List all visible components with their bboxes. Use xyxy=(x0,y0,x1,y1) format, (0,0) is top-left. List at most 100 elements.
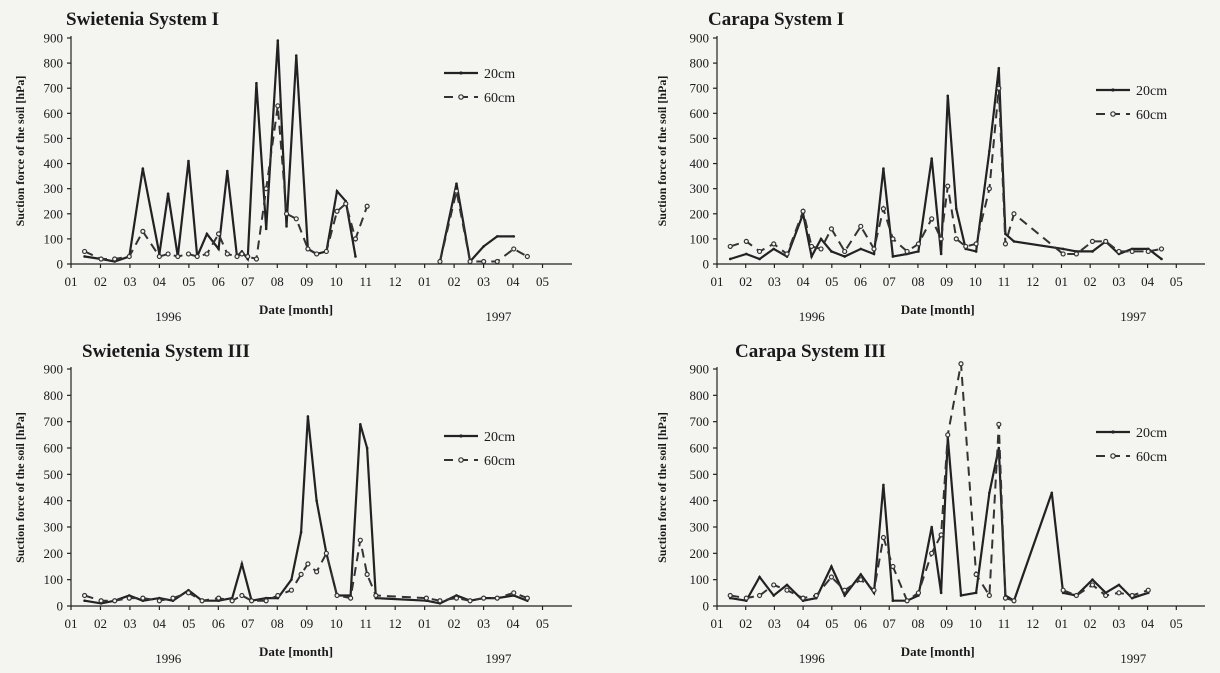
series-line-60cm xyxy=(729,88,1162,256)
x-tick-label: 10 xyxy=(330,274,343,289)
x-tick-label: 07 xyxy=(241,616,255,631)
data-point-60cm xyxy=(1002,595,1009,601)
data-point-60cm xyxy=(996,85,1002,91)
data-point-60cm xyxy=(1060,587,1066,593)
y-tick-label: 300 xyxy=(44,181,64,196)
data-point-20cm xyxy=(285,225,288,228)
data-point-20cm xyxy=(495,235,499,238)
data-point-60cm xyxy=(1011,598,1017,604)
data-point-20cm xyxy=(1004,232,1007,236)
x-tick-label: 02 xyxy=(94,274,107,289)
y-tick-label: 600 xyxy=(44,441,64,456)
data-point-60cm xyxy=(437,598,443,604)
legend-label-20cm: 20cm xyxy=(484,67,515,82)
y-tick-label: 0 xyxy=(703,599,710,614)
x-tick-label: 06 xyxy=(854,616,868,631)
data-point-60cm xyxy=(915,241,922,247)
data-point-60cm xyxy=(234,253,240,260)
y-tick-label: 400 xyxy=(690,156,710,171)
data-point-60cm xyxy=(423,595,429,601)
data-point-20cm xyxy=(1061,247,1065,251)
y-tick-label: 300 xyxy=(690,520,710,535)
data-point-20cm xyxy=(294,54,298,57)
data-point-60cm xyxy=(727,592,733,599)
x-tick-label: 01 xyxy=(711,274,724,289)
data-point-60cm xyxy=(756,592,763,599)
x-tick-label: 01 xyxy=(418,616,431,631)
data-point-20cm xyxy=(946,94,950,98)
x-tick-label: 04 xyxy=(153,616,167,631)
data-point-60cm xyxy=(156,253,162,260)
data-point-60cm xyxy=(126,253,132,260)
data-point-20cm xyxy=(166,192,170,195)
y-tick-label: 700 xyxy=(44,81,64,96)
y-tick-label: 600 xyxy=(690,441,710,456)
data-point-60cm xyxy=(467,258,473,265)
x-tick-label: 02 xyxy=(94,616,107,631)
y-tick-label: 900 xyxy=(690,362,710,377)
year-label: 1996 xyxy=(155,309,182,324)
y-tick-label: 500 xyxy=(690,467,710,482)
data-point-60cm xyxy=(813,592,819,599)
data-point-60cm xyxy=(511,246,517,252)
data-point-60cm xyxy=(828,226,835,232)
data-point-20cm xyxy=(141,167,145,170)
legend-label-60cm: 60cm xyxy=(484,454,515,469)
data-point-60cm xyxy=(915,590,922,596)
data-point-20cm xyxy=(939,252,943,256)
data-point-60cm xyxy=(771,582,777,588)
x-tick-label: 02 xyxy=(1084,616,1097,631)
data-point-60cm xyxy=(170,595,176,601)
x-tick-label: 12 xyxy=(1026,274,1039,289)
data-point-20cm xyxy=(255,81,258,85)
year-label: 1997 xyxy=(1120,651,1147,666)
x-tick-label: 01 xyxy=(1055,274,1068,289)
y-tick-label: 700 xyxy=(690,414,710,429)
x-tick-label: 11 xyxy=(998,274,1011,289)
data-point-60cm xyxy=(945,432,951,438)
x-tick-label: 04 xyxy=(507,274,521,289)
data-point-60cm xyxy=(175,253,181,260)
x-tick-label: 02 xyxy=(448,616,461,631)
data-point-20cm xyxy=(843,255,846,258)
y-tick-label: 300 xyxy=(690,181,710,196)
x-tick-label: 01 xyxy=(711,616,724,631)
data-point-20cm xyxy=(512,235,516,238)
y-tick-label: 500 xyxy=(44,131,64,146)
data-point-60cm xyxy=(239,592,245,599)
data-point-60cm xyxy=(453,595,460,601)
data-point-60cm xyxy=(953,236,959,242)
x-axis-label: Date [month] xyxy=(259,302,333,317)
data-point-20cm xyxy=(930,525,933,529)
data-point-60cm xyxy=(185,251,192,257)
x-axis-label: Date [month] xyxy=(901,644,975,659)
y-tick-label: 0 xyxy=(57,257,64,272)
data-point-60cm xyxy=(126,595,132,601)
data-point-20cm xyxy=(859,573,863,576)
data-point-60cm xyxy=(890,236,896,242)
data-point-60cm xyxy=(880,206,887,212)
x-tick-label: 09 xyxy=(300,616,313,631)
data-point-20cm xyxy=(306,415,310,418)
data-point-20cm xyxy=(891,255,895,258)
y-tick-label: 800 xyxy=(690,388,710,403)
data-point-20cm xyxy=(930,157,933,160)
x-tick-label: 12 xyxy=(1026,616,1039,631)
data-point-20cm xyxy=(315,499,318,502)
data-point-60cm xyxy=(842,248,848,255)
data-point-60cm xyxy=(756,248,763,255)
x-tick-label: 10 xyxy=(330,616,343,631)
data-point-60cm xyxy=(808,243,815,250)
x-tick-label: 01 xyxy=(1055,616,1068,631)
data-point-20cm xyxy=(1091,578,1094,581)
year-label: 1996 xyxy=(799,309,826,324)
chart-title: Carapa System I xyxy=(708,9,844,30)
data-point-20cm xyxy=(1012,240,1016,243)
data-point-60cm xyxy=(140,595,146,601)
data-point-20cm xyxy=(1160,257,1163,261)
y-axis-label: Suction force of the soil [hPa] xyxy=(655,76,669,227)
x-tick-label: 05 xyxy=(825,274,838,289)
data-point-60cm xyxy=(511,590,517,596)
data-point-20cm xyxy=(974,591,978,595)
data-point-20cm xyxy=(810,255,813,258)
